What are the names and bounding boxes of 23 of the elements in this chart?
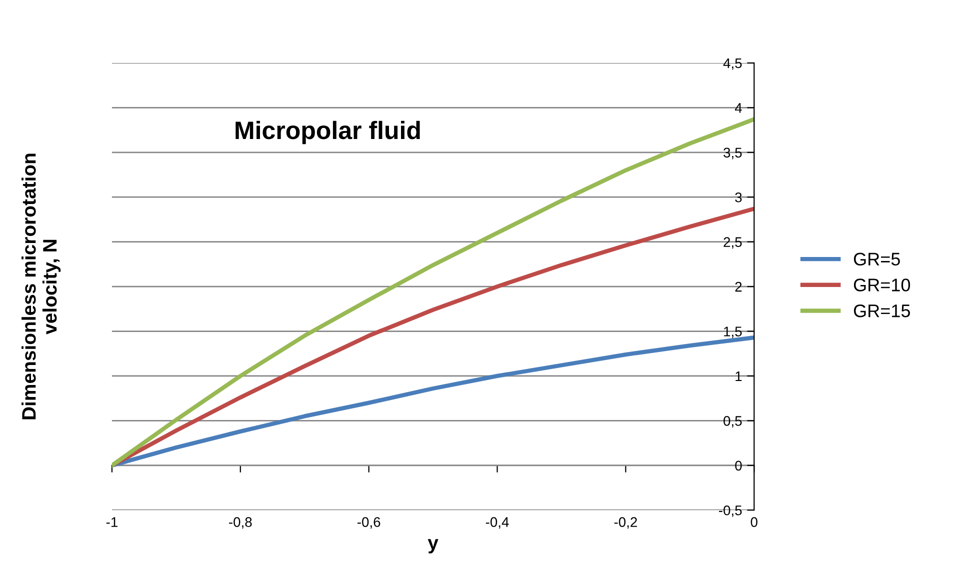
- y-tick-label: 1,5: [724, 326, 742, 338]
- y-tick-label: 4: [734, 103, 742, 113]
- y-tick-label: 3: [735, 192, 742, 202]
- y-tick-label: 0: [735, 460, 742, 471]
- x-tick-label: 0: [750, 517, 758, 527]
- legend-label: GR=5: [854, 252, 900, 266]
- y-tick-label: -0,5: [718, 505, 742, 517]
- y-tick-label: 4,5: [723, 58, 742, 70]
- legend-label: GR=15: [854, 304, 910, 318]
- y-tick-label: 2: [735, 282, 742, 292]
- legend-label: GR=10: [854, 278, 910, 292]
- x-tick-label: -1: [106, 517, 118, 527]
- x-tick-label: -0,4: [486, 517, 509, 529]
- y-axis-title: Dimensionless microrotation velocity, N: [22, 154, 61, 420]
- x-tick-label: -0,8: [229, 517, 252, 529]
- y-tick-label: 1: [736, 371, 742, 382]
- x-axis-title: y: [428, 539, 438, 554]
- text: Micropolar fluid: [236, 120, 420, 144]
- y-tick-label: 3,5: [724, 148, 742, 160]
- x-tick-label: -0,6: [357, 517, 380, 529]
- x-tick-label: -0,2: [614, 517, 637, 529]
- y-tick-label: 0,5: [724, 416, 742, 428]
- y-tick-label: 2,5: [724, 237, 742, 249]
